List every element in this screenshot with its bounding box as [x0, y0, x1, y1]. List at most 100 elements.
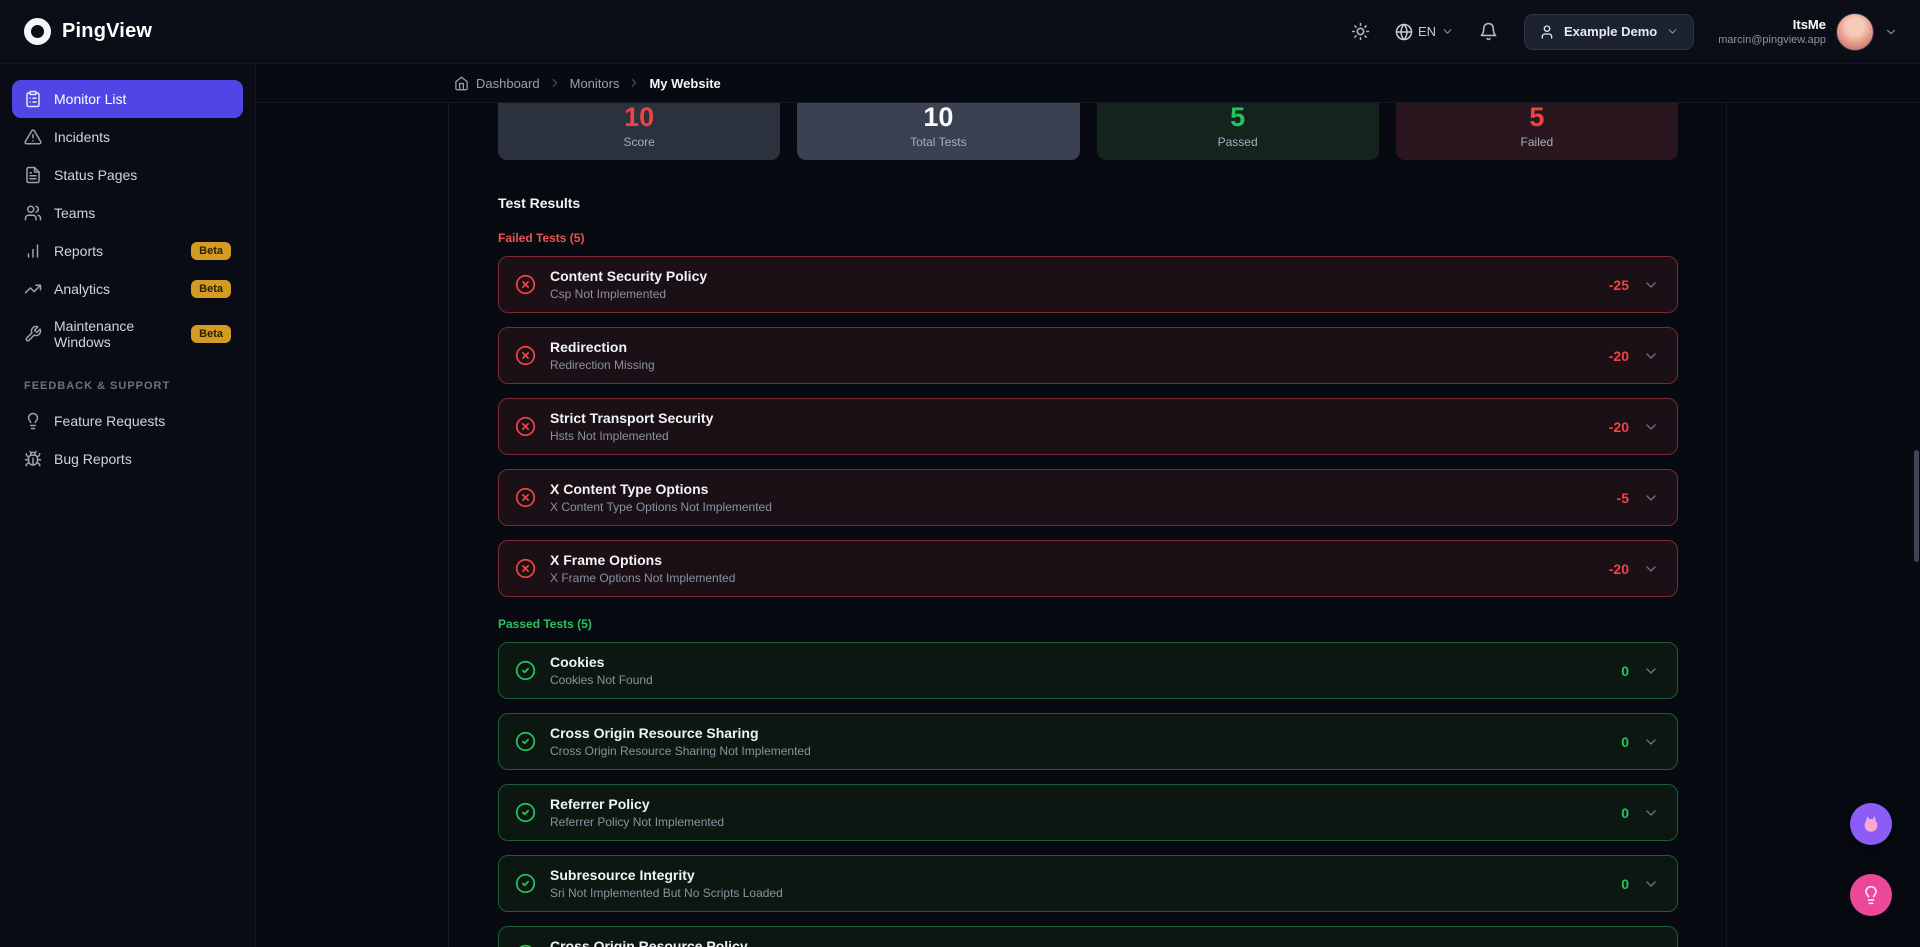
test-card-redirection[interactable]: Redirection Redirection Missing -20 — [498, 327, 1678, 384]
test-card-cross-origin-resource-sharing[interactable]: Cross Origin Resource Sharing Cross Orig… — [498, 713, 1678, 770]
shell: Monitor List Incidents Status Pages Team… — [0, 64, 1920, 947]
sidebar-item-label: Reports — [54, 243, 104, 259]
test-subtitle: Hsts Not Implemented — [550, 429, 669, 443]
stat-card-total-tests: 10 Total Tests — [797, 103, 1080, 160]
test-title: X Frame Options — [550, 552, 663, 568]
content-left-border — [448, 64, 449, 947]
test-subtitle: X Frame Options Not Implemented — [550, 571, 736, 585]
topbar-actions: EN Example Demo ItsMe marcin@pingview.ap… — [1343, 12, 1898, 51]
workspace-switcher-button[interactable]: Example Demo — [1524, 13, 1695, 50]
language-selector[interactable]: EN — [1389, 17, 1460, 47]
sidebar-item-label: Bug Reports — [54, 451, 132, 467]
test-card-x-content-type-options[interactable]: X Content Type Options X Content Type Op… — [498, 469, 1678, 526]
breadcrumb: Dashboard Monitors My Website — [256, 64, 1920, 103]
test-score: 0 — [1621, 875, 1629, 892]
sidebar-item-label: Analytics — [54, 281, 111, 297]
sidebar-item-monitor-list[interactable]: Monitor List — [12, 80, 243, 118]
chevron-down-icon — [1643, 734, 1659, 750]
page-body: 10 Score 10 Total Tests 5 Passed 5 Faile… — [256, 103, 1920, 947]
assistant-button[interactable] — [1850, 803, 1892, 845]
sidebar-item-status-pages[interactable]: Status Pages — [12, 156, 243, 194]
test-subtitle: Cookies Not Found — [550, 673, 653, 687]
test-title: X Content Type Options — [550, 481, 709, 497]
breadcrumb-dashboard[interactable]: Dashboard — [454, 76, 540, 91]
breadcrumb-monitors[interactable]: Monitors — [569, 75, 620, 91]
file-icon — [24, 166, 42, 184]
test-card-content-security-policy[interactable]: Content Security Policy Csp Not Implemen… — [498, 256, 1678, 313]
sidebar-item-label: Teams — [54, 205, 96, 221]
alert-triangle-icon — [24, 128, 42, 146]
sidebar-item-analytics[interactable]: Analytics Beta — [12, 270, 243, 308]
vertical-scrollbar[interactable] — [1914, 450, 1919, 562]
chevron-right-icon — [548, 76, 562, 90]
stat-card-score: 10 Score — [498, 103, 781, 160]
chevron-down-icon — [1643, 561, 1659, 577]
passed-tests-header: Passed Tests (5) — [498, 617, 592, 631]
chevron-down-icon — [1643, 805, 1659, 821]
stat-value: 10 — [624, 103, 655, 132]
chevron-right-icon — [627, 76, 641, 90]
check-circle-icon — [515, 660, 536, 681]
sidebar-item-maintenance-windows[interactable]: Maintenance Windows Beta — [12, 308, 243, 360]
test-title: Cookies — [550, 654, 605, 670]
wrench-icon — [24, 325, 42, 343]
user-email: marcin@pingview.app — [1718, 34, 1826, 46]
notifications-button[interactable] — [1470, 14, 1506, 50]
test-score: 0 — [1621, 804, 1629, 821]
check-circle-icon — [515, 873, 536, 894]
app-title: PingView — [62, 20, 153, 42]
stat-label: Passed — [1217, 135, 1258, 149]
feedback-button[interactable] — [1850, 874, 1892, 916]
mascot-icon — [1860, 813, 1882, 835]
brand[interactable]: PingView — [24, 18, 152, 45]
x-circle-icon — [515, 345, 536, 366]
content-right-border — [1726, 64, 1727, 947]
sidebar-item-incidents[interactable]: Incidents — [12, 118, 243, 156]
breadcrumb-current-page: My Website — [649, 75, 721, 91]
sidebar-item-teams[interactable]: Teams — [12, 194, 243, 232]
stat-value: 5 — [1529, 103, 1545, 132]
test-title: Strict Transport Security — [550, 410, 714, 426]
chevron-down-icon — [1884, 25, 1898, 39]
beta-badge: Beta — [191, 325, 231, 343]
test-card-subresource-integrity[interactable]: Subresource Integrity Sri Not Implemente… — [498, 855, 1678, 912]
test-card-strict-transport-security[interactable]: Strict Transport Security Hsts Not Imple… — [498, 398, 1678, 455]
x-circle-icon — [515, 487, 536, 508]
beta-badge: Beta — [191, 242, 231, 260]
test-title: Referrer Policy — [550, 796, 650, 812]
stat-value: 10 — [923, 103, 954, 132]
test-title: Cross Origin Resource Policy — [550, 938, 748, 947]
test-card-cross-origin-resource-policy[interactable]: Cross Origin Resource Policy Corp Not Im… — [498, 926, 1678, 947]
sidebar-item-feature-requests[interactable]: Feature Requests — [12, 402, 243, 440]
topbar: PingView EN Example Demo ItsMe marcin@pi… — [0, 0, 1920, 64]
x-circle-icon — [515, 416, 536, 437]
sidebar-item-label: Incidents — [54, 129, 111, 145]
user-info: ItsMe marcin@pingview.app — [1718, 17, 1826, 46]
sidebar-item-bug-reports[interactable]: Bug Reports — [12, 440, 243, 478]
test-subtitle: Csp Not Implemented — [550, 287, 667, 301]
sidebar-item-label: Status Pages — [54, 167, 138, 183]
bell-icon — [1479, 22, 1498, 41]
sidebar-section-label: FEEDBACK & SUPPORT — [24, 380, 171, 392]
chevron-down-icon — [1643, 876, 1659, 892]
failed-tests-list: Content Security Policy Csp Not Implemen… — [498, 256, 1678, 597]
avatar — [1836, 12, 1874, 51]
test-subtitle: X Content Type Options Not Implemented — [550, 500, 772, 514]
main-content: Dashboard Monitors My Website 10 Score 1… — [256, 64, 1920, 947]
x-circle-icon — [515, 274, 536, 295]
sidebar: Monitor List Incidents Status Pages Team… — [0, 64, 256, 947]
workspace-label: Example Demo — [1564, 24, 1658, 39]
lightbulb-icon — [24, 412, 42, 430]
theme-toggle-button[interactable] — [1343, 14, 1379, 50]
user-icon — [1539, 24, 1555, 40]
test-card-cookies[interactable]: Cookies Cookies Not Found 0 — [498, 642, 1678, 699]
chevron-down-icon — [1643, 663, 1659, 679]
test-title: Content Security Policy — [550, 268, 708, 284]
user-menu[interactable]: ItsMe marcin@pingview.app — [1718, 12, 1898, 51]
stat-label: Score — [623, 135, 655, 149]
language-label: EN — [1417, 24, 1437, 39]
passed-tests-list: Cookies Cookies Not Found 0 Cross Origin… — [498, 642, 1678, 947]
test-card-x-frame-options[interactable]: X Frame Options X Frame Options Not Impl… — [498, 540, 1678, 597]
test-card-referrer-policy[interactable]: Referrer Policy Referrer Policy Not Impl… — [498, 784, 1678, 841]
sidebar-item-reports[interactable]: Reports Beta — [12, 232, 243, 270]
